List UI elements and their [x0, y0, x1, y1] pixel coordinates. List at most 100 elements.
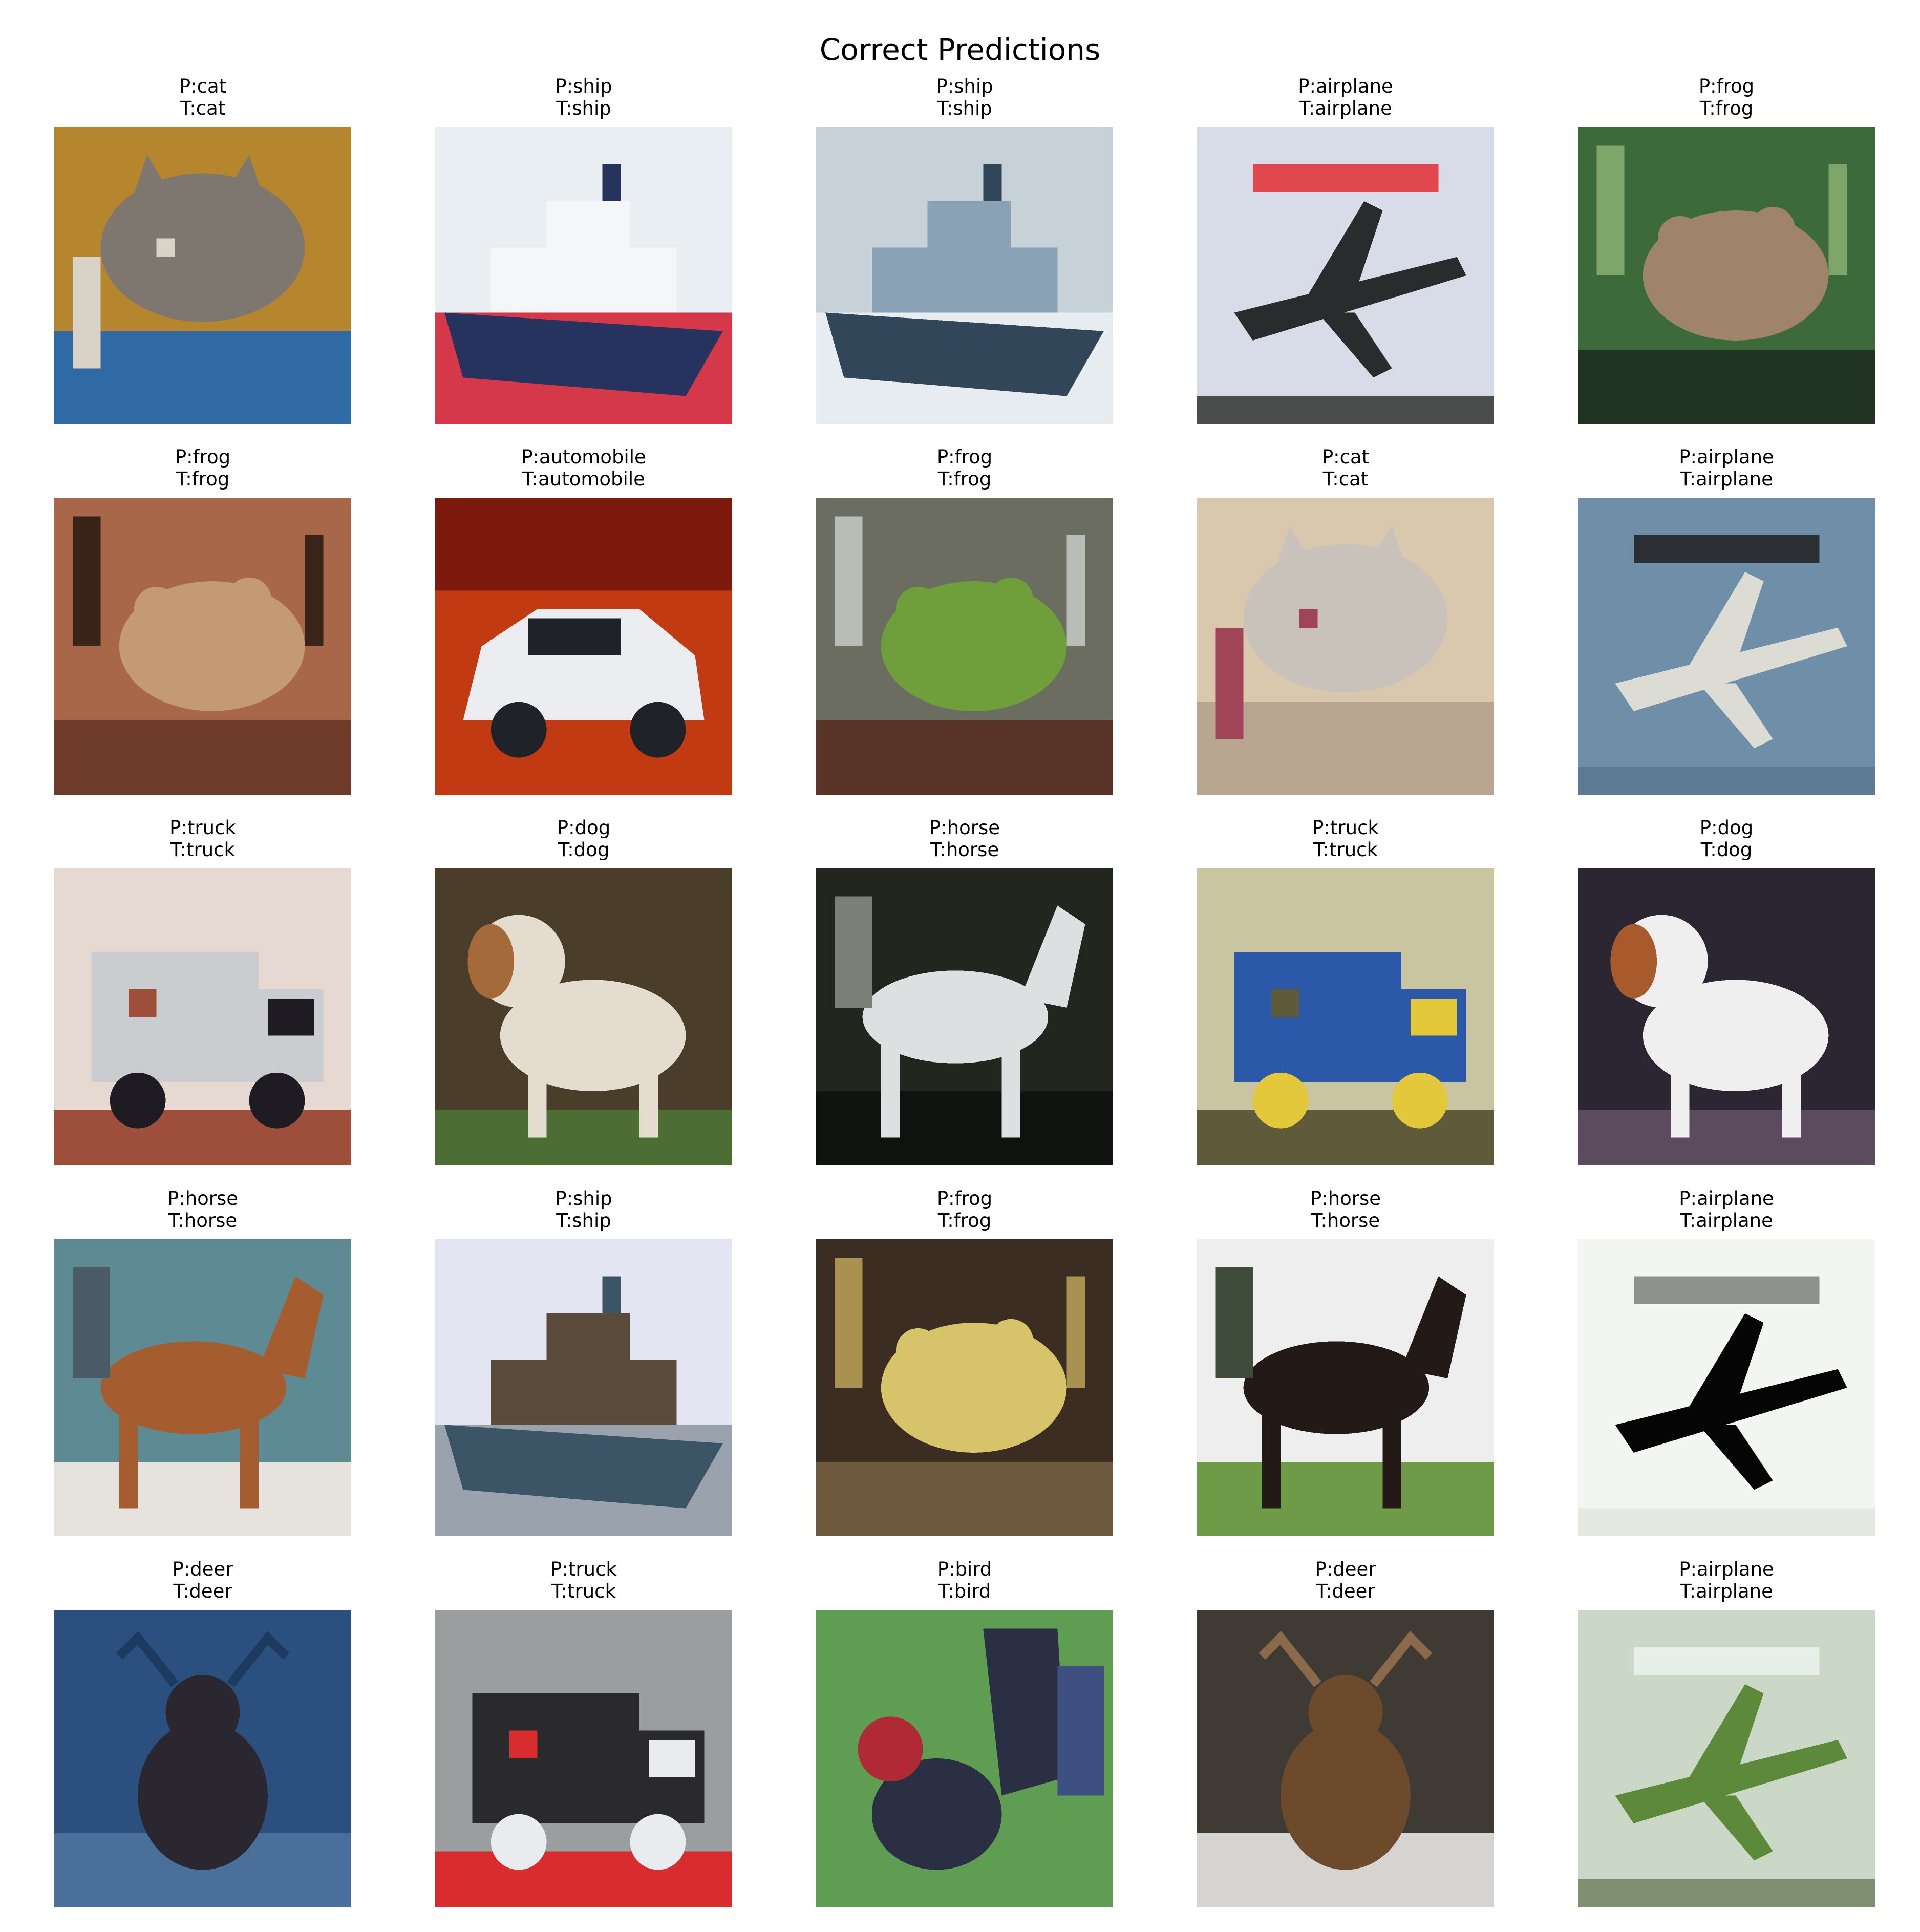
prediction-label: P:automobile T:automobile [404, 446, 763, 490]
predicted-class-label: P:truck [550, 1558, 617, 1580]
frog-photo-icon [1578, 127, 1875, 424]
predicted-class-label: P:frog [936, 446, 993, 468]
frog-photo-icon [54, 498, 351, 795]
predicted-class-label: P:ship [555, 1187, 612, 1209]
predicted-class-label: P:ship [555, 75, 612, 97]
thumbnail-image [1578, 868, 1875, 1165]
prediction-label: P:deer T:deer [24, 1558, 382, 1602]
thumbnail-image [816, 868, 1113, 1165]
true-class-label: T:automobile [522, 468, 645, 490]
prediction-label: P:frog T:frog [1547, 75, 1906, 119]
prediction-cell: P:ship T:ship [816, 75, 1113, 449]
prediction-label: P:frog T:frog [24, 446, 382, 490]
true-class-label: T:bird [938, 1580, 991, 1602]
prediction-label: P:horse T:horse [1166, 1187, 1525, 1232]
prediction-cell: P:deer T:deer [1197, 1558, 1494, 1932]
true-class-label: T:airplane [1299, 97, 1392, 119]
true-class-label: T:deer [1316, 1580, 1375, 1602]
predicted-class-label: P:dog [557, 817, 611, 839]
deer-photo-icon [1197, 1610, 1494, 1907]
prediction-cell: P:horse T:horse [1197, 1187, 1494, 1561]
thumbnail-image [816, 1610, 1113, 1907]
thumbnail-image [1578, 498, 1875, 795]
true-class-label: T:horse [930, 839, 999, 861]
thumbnail-image [54, 498, 351, 795]
prediction-label: P:frog T:frog [785, 446, 1144, 490]
automobile-photo-icon [435, 498, 732, 795]
thumbnail-image [1197, 1610, 1494, 1907]
horse-photo-icon [54, 1239, 351, 1536]
true-class-label: T:ship [937, 97, 992, 119]
prediction-label: P:bird T:bird [785, 1558, 1144, 1602]
predicted-class-label: P:frog [1698, 75, 1755, 97]
predicted-class-label: P:cat [179, 75, 227, 97]
airplane-photo-icon [1578, 498, 1875, 795]
thumbnail-image [816, 1239, 1113, 1536]
predicted-class-label: P:dog [1699, 817, 1754, 839]
truck-photo-icon [1197, 868, 1494, 1165]
prediction-cell: P:airplane T:airplane [1578, 446, 1875, 820]
prediction-label: P:cat T:cat [1166, 446, 1525, 490]
predicted-class-label: P:airplane [1679, 446, 1774, 468]
prediction-cell: P:dog T:dog [435, 817, 732, 1191]
prediction-cell: P:bird T:bird [816, 1558, 1113, 1932]
predicted-class-label: P:cat [1321, 446, 1370, 468]
horse-photo-icon [816, 868, 1113, 1165]
prediction-label: P:horse T:horse [24, 1187, 382, 1232]
prediction-label: P:dog T:dog [1547, 817, 1906, 861]
thumbnail-image [54, 127, 351, 424]
true-class-label: T:ship [556, 97, 611, 119]
prediction-cell: P:horse T:horse [816, 817, 1113, 1191]
cat-photo-icon [1197, 498, 1494, 795]
true-class-label: T:truck [551, 1580, 616, 1602]
thumbnail-image [1578, 1610, 1875, 1907]
thumbnail-image [1197, 1239, 1494, 1536]
prediction-label: P:deer T:deer [1166, 1558, 1525, 1602]
prediction-cell: P:cat T:cat [54, 75, 351, 449]
true-class-label: T:airplane [1680, 468, 1773, 490]
prediction-cell: P:truck T:truck [435, 1558, 732, 1932]
ship-photo-icon [435, 1239, 732, 1536]
thumbnail-image [435, 498, 732, 795]
prediction-label: P:frog T:frog [785, 1187, 1144, 1232]
predicted-class-label: P:deer [1315, 1558, 1376, 1580]
thumbnail-image [1578, 127, 1875, 424]
predicted-class-label: P:horse [929, 817, 1000, 839]
prediction-cell: P:frog T:frog [816, 446, 1113, 820]
true-class-label: T:airplane [1680, 1209, 1773, 1232]
predicted-class-label: P:horse [1310, 1187, 1381, 1209]
true-class-label: T:frog [1699, 97, 1754, 119]
horse-photo-icon [1197, 1239, 1494, 1536]
figure-title: Correct Predictions [819, 32, 1101, 67]
predicted-class-label: P:truck [169, 817, 236, 839]
predicted-class-label: P:ship [936, 75, 993, 97]
frog-photo-icon [816, 498, 1113, 795]
prediction-cell: P:frog T:frog [54, 446, 351, 820]
prediction-cell: P:airplane T:airplane [1197, 75, 1494, 449]
prediction-cell: P:automobile T:automobile [435, 446, 732, 820]
predicted-class-label: P:horse [167, 1187, 239, 1209]
thumbnail-image [54, 1239, 351, 1536]
prediction-cell: P:ship T:ship [435, 75, 732, 449]
thumbnail-image [435, 127, 732, 424]
prediction-cell: P:cat T:cat [1197, 446, 1494, 820]
prediction-cell: P:horse T:horse [54, 1187, 351, 1561]
true-class-label: T:cat [180, 97, 226, 119]
prediction-cell: P:airplane T:airplane [1578, 1558, 1875, 1932]
thumbnail-image [1197, 127, 1494, 424]
prediction-label: P:cat T:cat [24, 75, 382, 119]
dog-photo-icon [1578, 868, 1875, 1165]
airplane-photo-icon [1578, 1239, 1875, 1536]
true-class-label: T:ship [556, 1209, 611, 1232]
predicted-class-label: P:frog [175, 446, 231, 468]
predicted-class-label: P:airplane [1679, 1187, 1774, 1209]
prediction-label: P:horse T:horse [785, 817, 1144, 861]
prediction-label: P:truck T:truck [24, 817, 382, 861]
thumbnail-image [435, 1239, 732, 1536]
ship-photo-icon [816, 127, 1113, 424]
prediction-cell: P:frog T:frog [1578, 75, 1875, 449]
truck-photo-icon [54, 868, 351, 1165]
thumbnail-image [816, 498, 1113, 795]
ship-photo-icon [435, 127, 732, 424]
